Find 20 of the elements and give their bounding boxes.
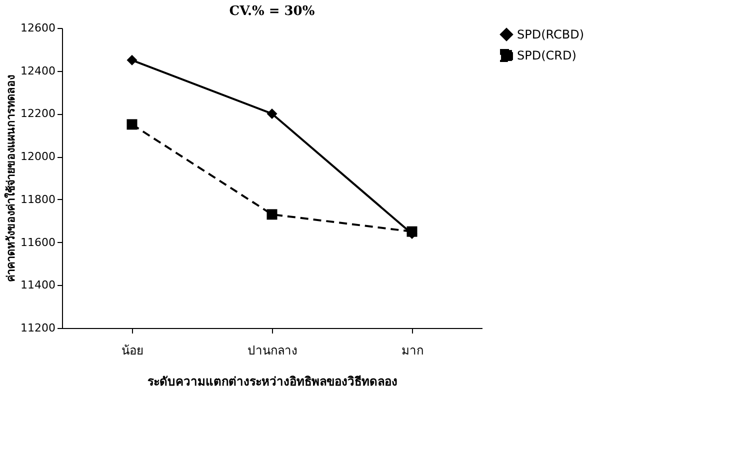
point bbox=[126, 54, 138, 66]
x-tick-label: น้อย bbox=[122, 344, 144, 358]
point bbox=[126, 119, 138, 130]
x-tick-label: มาก bbox=[402, 344, 424, 358]
y-tick-label: 12400 bbox=[20, 64, 56, 78]
x-tick-label: ปานกลาง bbox=[248, 344, 298, 358]
y-tick-label: 12000 bbox=[20, 150, 56, 164]
y-tick-label: 11400 bbox=[20, 278, 56, 292]
y-tick-label: 12600 bbox=[20, 22, 56, 34]
y-axis-title: ค่าคาดหวังของค่าใช้จ่ายของแผนการทดลอง bbox=[4, 75, 18, 282]
y-tick-label: 12200 bbox=[20, 107, 56, 120]
point bbox=[266, 209, 278, 220]
point bbox=[266, 108, 278, 119]
y-tick-label: 11800 bbox=[20, 192, 56, 206]
x-axis-title: ระดับความแตกต่างระหว่างอิทธิพลของวิธีทดลอง bbox=[148, 374, 398, 388]
legend-label: SPD(RCBD) bbox=[517, 28, 584, 42]
chart-title: CV.% = 30% bbox=[229, 4, 316, 19]
legend-label: SPD(CRD) bbox=[517, 48, 576, 62]
y-tick-label: 11200 bbox=[20, 322, 56, 334]
y-tick-label: 11600 bbox=[20, 236, 56, 249]
